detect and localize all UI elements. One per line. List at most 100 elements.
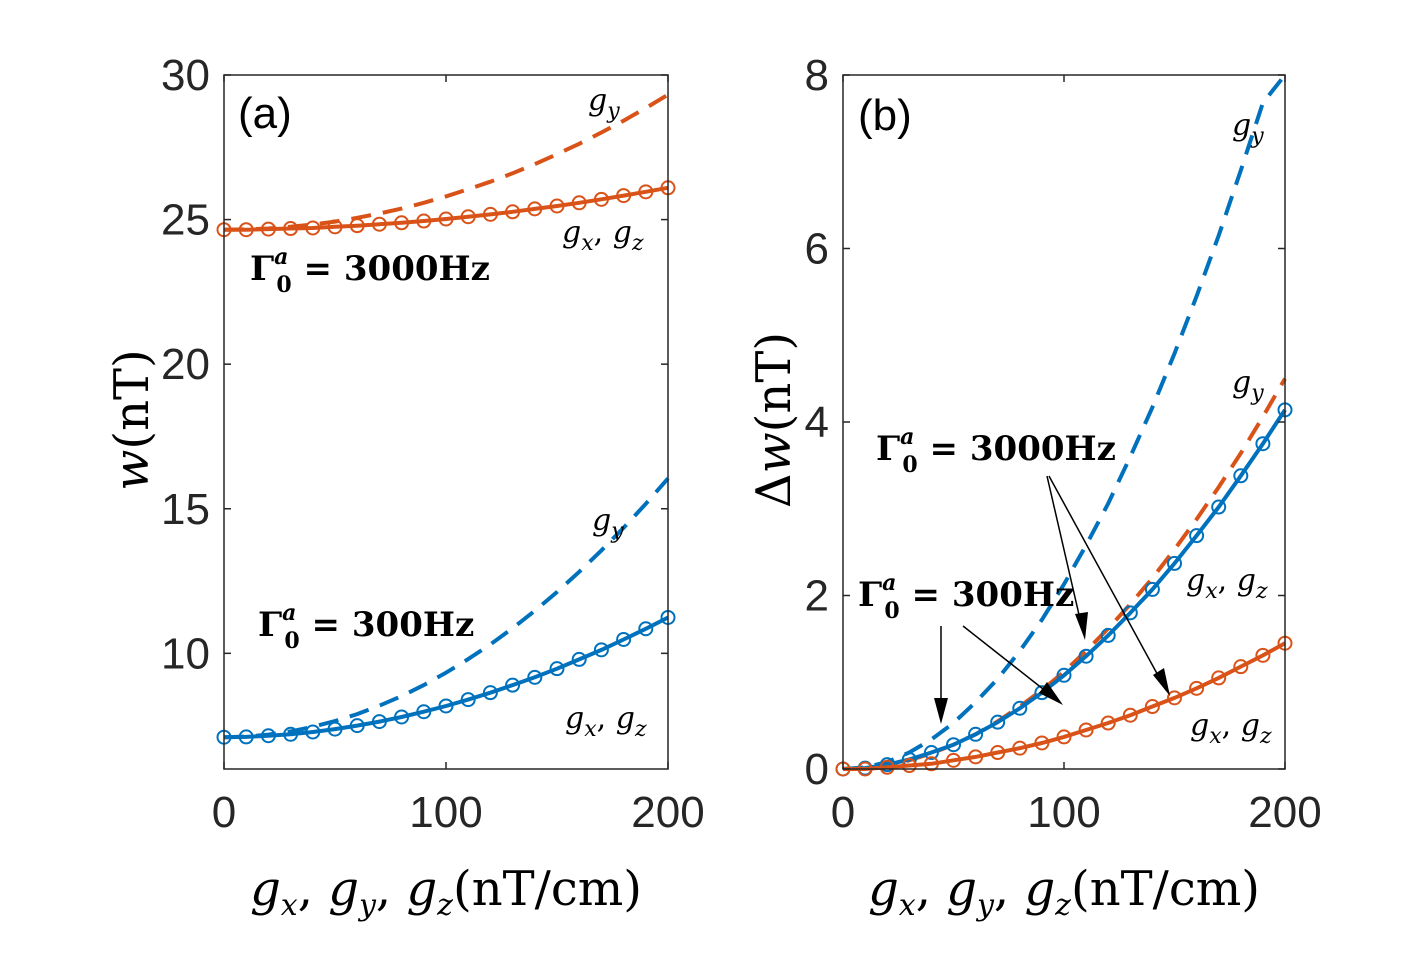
- data-point-b-2-4: [923, 745, 939, 761]
- panel-label-b: (b): [858, 91, 912, 140]
- annotation-gy-3000-a: gy: [588, 83, 620, 124]
- data-point-a-3-15: [549, 661, 565, 677]
- axes-frame-a: [223, 74, 669, 770]
- ticks-b: 0 100 200 0 2 4 6 8: [805, 51, 1322, 837]
- series-line-a-0: [223, 92, 670, 232]
- data-point-a-1-11: [460, 209, 476, 225]
- arrow-3000-to-gxgz: [1048, 475, 1167, 691]
- data-point-a-1-8: [394, 215, 410, 231]
- data-point-b-2-7: [990, 714, 1006, 730]
- data-point-a-1-17: [593, 191, 609, 207]
- data-point-a-3-9: [416, 704, 432, 720]
- y-axis-label-b: Δw(nT): [746, 332, 802, 508]
- annotation-gamma-300-b: Γa 0 = 300Hz: [858, 570, 1074, 624]
- data-point-b-2-11: [1078, 648, 1094, 664]
- data-point-a-1-1: [238, 222, 254, 238]
- data-point-b-3-3: [901, 758, 917, 774]
- data-point-b-3-4: [923, 756, 939, 772]
- y-tick-label-a-3: 25: [161, 196, 210, 245]
- data-point-b-3-16: [1189, 680, 1205, 696]
- data-point-a-1-7: [371, 216, 387, 232]
- arrowhead-4: [1039, 682, 1063, 705]
- y-tick-label-a-2: 20: [161, 340, 210, 389]
- arrowheads-b: [934, 612, 1170, 724]
- data-point-b-3-19: [1255, 647, 1271, 663]
- annotation-gy-300-b: gy: [1232, 108, 1264, 149]
- data-point-a-3-3: [283, 726, 299, 742]
- data-point-b-2-12: [1100, 627, 1116, 643]
- annotation-gy-3000-b: gy: [1232, 365, 1264, 406]
- series-line-b-3: [843, 641, 1286, 771]
- data-point-b-3-5: [946, 752, 961, 768]
- data-point-a-3-17: [593, 642, 609, 658]
- data-point-a-3-14: [527, 669, 543, 685]
- data-point-a-1-10: [438, 211, 454, 227]
- data-point-b-3-8: [1012, 740, 1028, 756]
- ticks-a: 0 100 200 10 15 20 25 30: [161, 51, 705, 837]
- data-point-b-3-13: [1122, 707, 1138, 723]
- data-point-a-3-12: [482, 685, 498, 701]
- data-point-a-1-2: [260, 221, 276, 237]
- data-point-b-3-14: [1144, 699, 1160, 715]
- x-axis-label-a: gx, gy, gz(nT/cm): [250, 861, 642, 923]
- data-point-a-3-11: [460, 692, 476, 708]
- y-axis-label-a: w(nT): [104, 349, 160, 490]
- data-point-a-3-7: [371, 714, 387, 730]
- data-point-a-3-10: [438, 698, 454, 714]
- y-tick-label-b-1: 2: [805, 572, 829, 621]
- data-point-a-3-16: [571, 651, 587, 667]
- data-point-a-3-18: [616, 631, 632, 647]
- data-point-a-3-8: [394, 709, 410, 725]
- plot-area-a: [216, 92, 676, 745]
- series-line-b-2: [842, 408, 1287, 771]
- annotation-gamma-3000-a: Γa 0 = 3000Hz: [250, 244, 490, 298]
- arrow-3000-to-gy: [1046, 475, 1084, 633]
- x-tick-label-b-2: 200: [1248, 788, 1321, 837]
- y-tick-label-b-0: 0: [805, 745, 829, 794]
- y-tick-label-b-2: 4: [805, 398, 829, 447]
- data-point-a-3-19: [638, 621, 654, 637]
- data-point-b-3-6: [968, 749, 984, 765]
- series-line-b-0: [842, 73, 1287, 771]
- data-point-b-3-7: [990, 745, 1006, 761]
- data-point-a-3-5: [327, 721, 343, 737]
- data-point-a-1-9: [416, 213, 432, 229]
- y-tick-label-a-1: 15: [161, 485, 210, 534]
- data-point-b-3-12: [1100, 715, 1116, 731]
- x-tick-label-a-0: 0: [212, 788, 236, 837]
- panel-label-a: (a): [238, 89, 292, 138]
- panel-b: 0 100 200 0 2 4 6 8 (b) gx, gy, gz(nT/cm) Δw(nT…: [746, 51, 1322, 923]
- data-point-a-3-1: [238, 729, 254, 745]
- data-point-b-2-8: [1012, 700, 1028, 716]
- arrowhead-2: [1153, 668, 1170, 696]
- data-point-b-2-18: [1233, 468, 1249, 484]
- data-point-a-1-19: [638, 184, 654, 200]
- x-tick-label-a-2: 200: [631, 788, 704, 837]
- data-point-b-2-15: [1167, 555, 1182, 571]
- arrow-300-to-gxgz: [962, 625, 1058, 701]
- data-point-a-1-13: [505, 204, 521, 220]
- data-point-b-3-15: [1167, 690, 1182, 706]
- x-tick-label-b-0: 0: [831, 788, 855, 837]
- data-point-b-3-10: [1056, 729, 1072, 745]
- y-tick-label-a-0: 10: [161, 629, 210, 678]
- data-point-b-3-9: [1034, 735, 1050, 751]
- data-point-a-3-4: [305, 724, 321, 740]
- data-point-a-3-6: [349, 718, 365, 734]
- data-point-a-1-16: [571, 195, 587, 211]
- data-point-b-3-17: [1211, 670, 1227, 686]
- annotation-gy-300-a: gy: [592, 503, 624, 544]
- data-point-b-2-6: [968, 726, 984, 742]
- data-point-b-3-11: [1078, 722, 1094, 738]
- annotation-gxgz-300-b: gx, gz: [1186, 563, 1268, 604]
- y-tick-label-b-3: 6: [805, 225, 829, 274]
- annotation-gxgz-300-a: gx, gz: [565, 701, 647, 742]
- data-point-b-2-14: [1144, 581, 1160, 597]
- data-point-a-1-12: [482, 206, 498, 222]
- y-tick-label-a-4: 30: [161, 51, 210, 100]
- data-point-b-3-2: [879, 759, 895, 775]
- data-point-a-3-2: [260, 728, 276, 744]
- data-point-a-1-4: [305, 220, 321, 236]
